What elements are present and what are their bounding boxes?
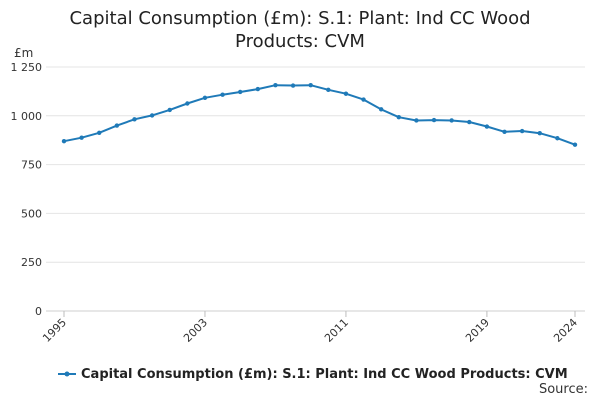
x-tick-label: 2011 [322,316,351,345]
x-tick-label: 2003 [181,316,210,345]
y-tick-label: 1 250 [11,61,43,74]
legend-swatch [58,371,76,377]
data-point [167,107,172,113]
data-point [97,130,102,135]
data-point [79,135,84,140]
data-point [255,86,261,92]
data-point [290,83,296,88]
data-point [149,113,155,118]
data-point [519,128,525,134]
data-point [484,124,490,129]
data-point [202,95,208,101]
y-tick-label: 1 000 [11,110,43,123]
data-point [361,97,366,102]
source-label: Source: [538,382,588,397]
axes: 0 250 500 750 1 000 1 250 1995 2003 2011 2019 2024 [11,61,581,345]
data-point [308,82,313,88]
y-axis-unit-label: £m [14,46,33,60]
legend-label: Capital Consumption (£m): S.1: Plant: In… [81,366,568,382]
data-point [273,82,278,88]
data-point [572,142,578,147]
data-point [132,117,137,122]
y-tick-label: 0 [35,305,42,318]
data-point [502,129,507,135]
x-tick-label: 1995 [40,316,69,345]
data-point [61,138,67,144]
series [61,82,578,147]
y-tick-label: 250 [21,256,42,269]
data-point [396,114,401,120]
data-point [537,130,542,136]
data-point [378,107,384,112]
data-point [431,117,437,123]
series-line [63,84,576,146]
x-tick-label: 2024 [551,316,580,345]
chart-title: Capital Consumption (£m): S.1: Plant: In… [69,8,531,52]
data-point [185,101,190,106]
legend: Capital Consumption (£m): S.1: Plant: In… [58,364,568,384]
data-point [220,92,225,97]
data-point [467,119,472,125]
data-point [449,118,454,123]
data-point [555,136,560,141]
y-tick-label: 500 [21,207,42,220]
data-point [343,91,349,96]
data-point [238,89,243,95]
y-tick-label: 750 [21,159,42,172]
data-point [414,118,419,123]
x-tick-label: 2019 [463,316,492,345]
data-point [326,87,331,93]
gridlines [46,66,585,312]
data-point [114,123,120,128]
